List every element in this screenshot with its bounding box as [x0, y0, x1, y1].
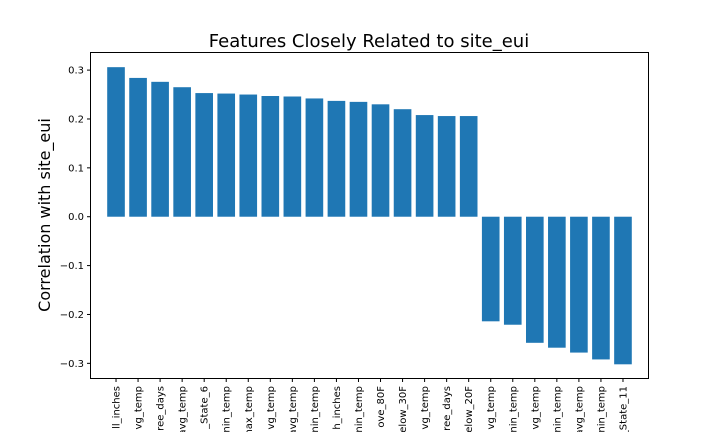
bar-21	[570, 216, 588, 353]
bars-group	[107, 67, 632, 365]
y-tick-label: 0.3	[68, 66, 84, 77]
x-tick-label: vg_temp	[134, 386, 145, 429]
bar-23	[614, 216, 632, 365]
y-tick-label: −0.3	[60, 359, 84, 370]
bar-4	[195, 93, 213, 217]
bar-22	[592, 216, 610, 360]
bar-10	[327, 100, 346, 217]
x-tick-label: vg_temp	[420, 386, 431, 429]
x-tick-label: nin_temp	[508, 386, 519, 432]
x-tick-label: avg_temp	[288, 386, 299, 432]
y-tick-label: −0.2	[60, 310, 84, 321]
x-tick-label: vg_temp	[266, 386, 277, 429]
chart-title: Features Closely Related to site_eui	[209, 31, 529, 52]
x-tick-label: nin_temp	[354, 386, 365, 432]
bar-12	[371, 104, 390, 217]
x-tick-label: nin_temp	[222, 386, 233, 432]
x-tick-label: _State_6	[200, 386, 211, 430]
x-tick-label: nax_temp	[244, 386, 255, 432]
bar-3	[173, 87, 191, 217]
plot-frame	[90, 52, 649, 379]
x-tick-label: vg_temp	[486, 386, 497, 429]
bar-15	[437, 116, 456, 217]
x-tick-label: elow_30F	[398, 386, 409, 432]
bar-20	[548, 216, 566, 348]
x-tick-label: nin_temp	[310, 386, 321, 432]
y-axis-label: Correlation with site_eui	[35, 118, 55, 312]
y-tick-label: 0.1	[68, 163, 84, 174]
x-tick-label: nin_temp	[552, 386, 563, 432]
bar-19	[526, 216, 544, 343]
x-tick-label: h_inches	[332, 386, 343, 430]
x-tick-label: _State_11	[618, 386, 629, 432]
x-tick-label: nin_temp	[596, 386, 607, 432]
bar-5	[217, 93, 236, 217]
bar-2	[151, 81, 169, 217]
bar-6	[239, 94, 258, 217]
bar-17	[481, 216, 500, 322]
bar-9	[305, 98, 324, 217]
x-tick-label: avg_temp	[178, 386, 189, 432]
bar-1	[129, 77, 147, 217]
bar-11	[349, 101, 368, 217]
x-tick-label: elow_20F	[464, 386, 475, 432]
bar-18	[503, 216, 522, 325]
bar-13	[393, 109, 412, 217]
x-axis: ll_inches vg_temp ree_days avg_temp _State_6…	[112, 378, 629, 436]
bar-14	[415, 115, 434, 217]
x-tick-label: ove_80F	[376, 386, 387, 428]
y-tick-label: 0.0	[68, 212, 84, 223]
x-tick-label: ll_inches	[112, 386, 123, 429]
bar-0	[107, 67, 125, 217]
x-tick-label: avg_temp	[574, 386, 585, 432]
y-axis: 0.3 0.2 0.1 0.0 −0.1 −0.2 −0.3	[60, 66, 91, 370]
x-tick-label: vg_temp	[530, 386, 541, 429]
x-tick-label: ree_days	[442, 386, 453, 431]
bar-8	[283, 96, 302, 217]
bar-16	[459, 116, 478, 217]
x-tick-label: ree_days	[156, 386, 167, 431]
y-tick-label: −0.1	[60, 261, 84, 272]
y-tick-label: 0.2	[68, 114, 84, 125]
bar-7	[261, 96, 280, 217]
